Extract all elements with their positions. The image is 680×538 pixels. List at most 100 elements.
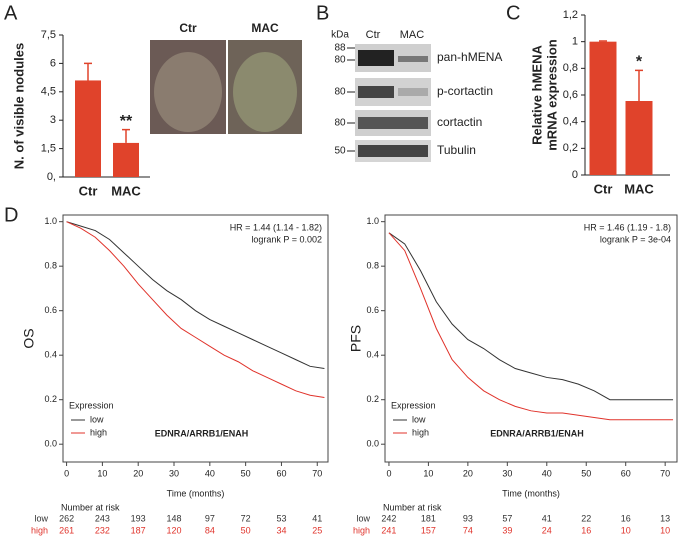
bar xyxy=(625,101,653,175)
survival-line xyxy=(66,221,325,370)
y-axis-label: OS xyxy=(21,328,37,348)
panel-label: B xyxy=(316,2,329,24)
legend-label: high xyxy=(412,427,429,437)
at-risk-count: 84 xyxy=(205,525,215,535)
x-tick-label: 70 xyxy=(660,468,670,478)
at-risk-count: 181 xyxy=(421,513,436,523)
lane-label: Ctr xyxy=(366,29,381,41)
blot-label: Tubulin xyxy=(437,143,476,157)
significance: * xyxy=(636,54,643,71)
x-tick-label: 40 xyxy=(542,468,552,478)
kda-label: 80 xyxy=(334,118,346,129)
x-tick-label: 40 xyxy=(205,468,215,478)
x-tick-label: MAC xyxy=(624,181,654,196)
x-axis-label: Time (months) xyxy=(167,488,225,498)
x-tick-label: 70 xyxy=(312,468,322,478)
band xyxy=(358,50,394,66)
at-risk-count: 262 xyxy=(59,513,74,523)
blot-label: cortactin xyxy=(437,115,482,129)
at-risk-count: 187 xyxy=(131,525,146,535)
at-risk-count: 10 xyxy=(660,525,670,535)
bar xyxy=(589,41,617,175)
x-tick-label: 60 xyxy=(276,468,286,478)
at-risk-count: 243 xyxy=(95,513,110,523)
blot-label: pan-hMENA xyxy=(437,50,502,64)
at-risk-count: 34 xyxy=(276,525,286,535)
at-risk-title: Number at risk xyxy=(383,502,442,512)
at-risk-row-label: low xyxy=(356,513,370,523)
at-risk-count: 120 xyxy=(166,525,181,535)
x-tick-label: 30 xyxy=(169,468,179,478)
x-tick-label: 50 xyxy=(581,468,591,478)
at-risk-count: 57 xyxy=(502,513,512,523)
y-tick-label: 1.0 xyxy=(366,216,379,226)
at-risk-count: 16 xyxy=(581,525,591,535)
error-bar xyxy=(122,128,130,143)
survival-line xyxy=(388,232,674,421)
legend-label: low xyxy=(412,414,426,424)
at-risk-count: 53 xyxy=(276,513,286,523)
x-tick-label: Ctr xyxy=(594,181,613,196)
legend-title: Expression xyxy=(391,400,436,410)
bar xyxy=(113,142,139,177)
band xyxy=(398,88,428,96)
y-tick-label: 0.2 xyxy=(44,394,57,404)
band xyxy=(398,56,428,62)
error-bar xyxy=(635,69,643,101)
at-risk-count: 193 xyxy=(131,513,146,523)
at-risk-count: 148 xyxy=(166,513,181,523)
panel-label: C xyxy=(506,2,520,24)
legend-label: high xyxy=(90,427,107,437)
at-risk-count: 24 xyxy=(542,525,552,535)
photo-label: MAC xyxy=(251,21,279,35)
y-tick-label: 0.6 xyxy=(44,305,57,315)
x-tick-label: Ctr xyxy=(79,183,98,198)
photo-detail xyxy=(154,52,222,132)
y-tick-label: 0.4 xyxy=(366,350,379,360)
y-tick-label: 1 xyxy=(572,36,578,48)
x-tick-label: 0 xyxy=(386,468,391,478)
band xyxy=(358,86,394,98)
stat-text: logrank P = 3e-04 xyxy=(600,234,671,244)
at-risk-count: 97 xyxy=(205,513,215,523)
at-risk-count: 41 xyxy=(312,513,322,523)
at-risk-count: 10 xyxy=(621,525,631,535)
photo-label: Ctr xyxy=(179,21,197,35)
at-risk-count: 50 xyxy=(241,525,251,535)
legend-label: low xyxy=(90,414,104,424)
x-tick-label: 20 xyxy=(463,468,473,478)
y-axis-label: Relative hMENA xyxy=(529,45,544,145)
y-tick-label: 0.0 xyxy=(44,439,57,449)
at-risk-count: 13 xyxy=(660,513,670,523)
at-risk-row-label: high xyxy=(31,525,48,535)
band xyxy=(358,145,428,157)
x-tick-label: 60 xyxy=(621,468,631,478)
at-risk-count: 232 xyxy=(95,525,110,535)
blot-label: p-cortactin xyxy=(437,84,493,98)
survival-line xyxy=(66,221,325,398)
y-tick-label: 1,2 xyxy=(563,9,578,21)
plot-frame xyxy=(62,214,329,463)
at-risk-count: 261 xyxy=(59,525,74,535)
at-risk-count: 241 xyxy=(381,525,396,535)
plot-frame xyxy=(384,214,678,463)
y-tick-label: 0.4 xyxy=(44,350,57,360)
y-tick-label: 7,5 xyxy=(41,29,56,41)
y-tick-label: 0,6 xyxy=(563,89,578,101)
x-tick-label: MAC xyxy=(111,183,141,198)
kda-label: 50 xyxy=(334,146,346,157)
x-tick-label: 10 xyxy=(97,468,107,478)
photo-detail xyxy=(233,52,297,132)
y-tick-label: 0.8 xyxy=(366,261,379,271)
x-axis-label: Time (months) xyxy=(502,488,560,498)
kda-label: 80 xyxy=(334,55,346,66)
at-risk-count: 39 xyxy=(502,525,512,535)
band xyxy=(358,117,428,129)
y-tick-label: 0, xyxy=(47,171,56,183)
y-tick-label: 0.0 xyxy=(366,439,379,449)
panel-label: D xyxy=(4,204,18,226)
at-risk-count: 74 xyxy=(463,525,473,535)
kda-label: 80 xyxy=(334,87,346,98)
error-bar xyxy=(599,40,607,42)
survival-line xyxy=(388,232,674,401)
